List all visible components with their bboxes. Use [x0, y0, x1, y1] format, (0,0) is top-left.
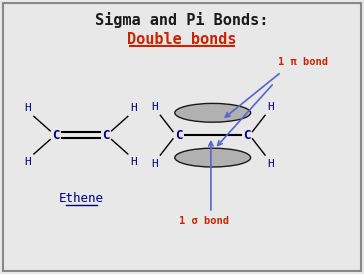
Text: C: C: [243, 129, 251, 142]
Text: C: C: [102, 129, 110, 142]
Text: H: H: [131, 104, 137, 113]
Text: H: H: [131, 157, 137, 167]
Ellipse shape: [175, 148, 251, 167]
Text: H: H: [24, 104, 31, 113]
Ellipse shape: [175, 103, 251, 122]
Text: 1 π bond: 1 π bond: [278, 57, 328, 67]
Text: H: H: [151, 159, 158, 169]
Text: Sigma and Pi Bonds:: Sigma and Pi Bonds:: [95, 12, 269, 28]
Text: H: H: [151, 102, 158, 112]
Text: H: H: [267, 159, 274, 169]
Text: Ethene: Ethene: [58, 192, 103, 205]
Text: H: H: [24, 157, 31, 167]
Text: C: C: [175, 129, 182, 142]
Text: Double bonds: Double bonds: [127, 32, 237, 47]
Text: C: C: [52, 129, 59, 142]
Text: 1 σ bond: 1 σ bond: [179, 216, 229, 226]
Text: H: H: [267, 102, 274, 112]
